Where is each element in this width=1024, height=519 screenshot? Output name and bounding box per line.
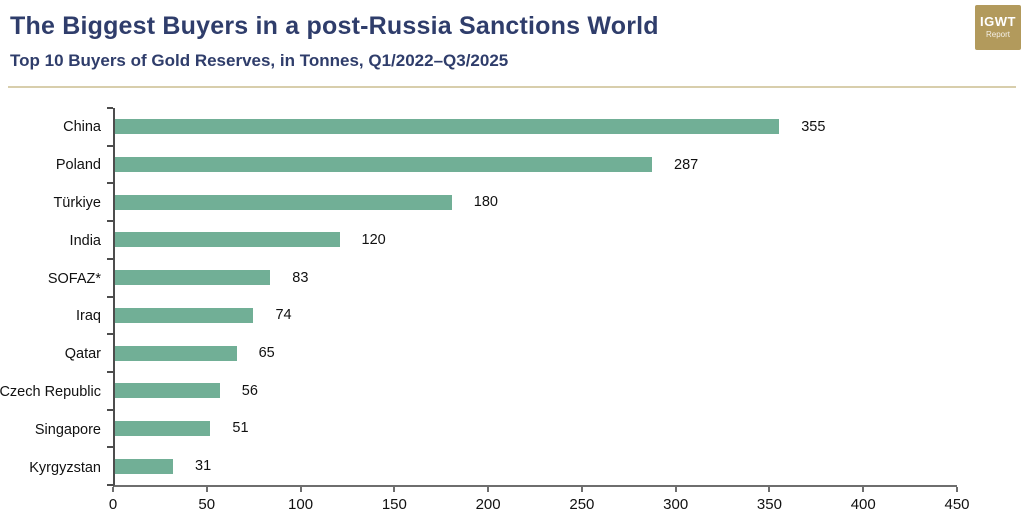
x-axis-tick [768, 487, 771, 492]
x-axis-tick [674, 487, 677, 492]
x-axis-tick-label: 300 [663, 496, 689, 513]
x-axis-tick-label: 350 [756, 496, 782, 513]
value-label: 31 [195, 458, 212, 475]
category-label: Qatar [64, 346, 101, 363]
value-label: 74 [275, 307, 292, 324]
bar-row: 65 [115, 334, 957, 372]
category-label: Poland [55, 156, 101, 173]
x-axis-tick-label: 0 [108, 496, 118, 513]
logo-text-report: Report [985, 30, 1010, 40]
bar-row: 180 [115, 183, 957, 221]
x-axis-tick [393, 487, 396, 492]
x-axis-tick-label: 150 [381, 496, 407, 513]
x-axis-tick-label: 450 [944, 496, 970, 513]
y-axis-tick [107, 257, 113, 260]
y-axis-tick [107, 484, 113, 486]
bar-chart: China Poland Türkiye India SOFAZ* Iraq Qatar Cz… [0, 107, 1024, 513]
chart-subtitle: Top 10 Buyers of Gold Reserves, in Tonne… [10, 50, 509, 70]
value-label: 355 [801, 118, 826, 135]
igwt-report-logo: IGWT Report [975, 5, 1021, 50]
value-label: 65 [258, 345, 275, 362]
category-label: Singapore [34, 422, 101, 439]
bar-row: 56 [115, 372, 957, 410]
bar-india [115, 232, 340, 248]
category-label: Czech Republic [0, 384, 101, 401]
x-axis-tick-label: 100 [288, 496, 314, 513]
category-label: Iraq [76, 308, 101, 325]
bar-singapore [115, 420, 211, 436]
x-axis-tick-label: 250 [569, 496, 595, 513]
header: The Biggest Buyers in a post-Russia Sanc… [10, 12, 1014, 71]
y-axis-tick [107, 220, 113, 223]
header-divider [8, 86, 1016, 88]
x-axis-tick-label: 200 [475, 496, 501, 513]
x-axis-tick [580, 487, 583, 492]
value-label: 287 [674, 156, 699, 173]
value-label: 180 [473, 194, 498, 211]
x-axis-tick [205, 487, 208, 492]
y-axis-tick [107, 370, 113, 373]
x-axis-tick-label: 400 [850, 496, 876, 513]
category-label: India [69, 232, 101, 249]
y-axis-tick [107, 446, 113, 449]
plot-area: 355 287 180 120 83 74 65 56 51 31 [107, 107, 957, 487]
value-label: 51 [232, 420, 249, 437]
bar-row: 83 [115, 259, 957, 297]
category-label: Türkiye [53, 194, 101, 211]
x-axis-tick [487, 487, 490, 492]
x-axis-tick-label: 50 [198, 496, 216, 513]
y-axis-tick [107, 333, 113, 336]
x-axis-tick [112, 487, 114, 492]
value-label: 56 [241, 382, 258, 399]
bar-t-rkiye [115, 194, 452, 210]
x-axis-tick [862, 487, 865, 492]
bar-czech-republic [115, 383, 220, 399]
logo-text-igwt: IGWT [980, 14, 1016, 30]
value-axis: 0 50 100 150 200 250 300 350 400 450 [109, 487, 970, 519]
y-axis-tick [107, 408, 113, 411]
bar-poland [115, 157, 652, 173]
bar-iraq [115, 307, 254, 323]
bar-row: 51 [115, 410, 957, 448]
value-label: 83 [292, 269, 309, 286]
x-axis-tick [956, 487, 958, 492]
value-label: 120 [361, 231, 386, 248]
category-axis-labels: China Poland Türkiye India SOFAZ* Iraq Qatar Cz… [0, 108, 101, 487]
y-axis-tick [107, 295, 113, 298]
bar-row: 287 [115, 146, 957, 184]
bar-kyrgyzstan [115, 458, 173, 474]
y-axis-tick [107, 107, 113, 109]
x-axis-tick [299, 487, 302, 492]
bar-row: 120 [115, 221, 957, 259]
chart-title: The Biggest Buyers in a post-Russia Sanc… [10, 12, 659, 40]
category-label: China [63, 118, 101, 135]
y-axis-tick [107, 182, 113, 185]
bar-sofaz- [115, 270, 271, 286]
bar-row: 355 [115, 108, 957, 146]
bar-china [115, 119, 780, 135]
bar-qatar [115, 345, 237, 361]
category-label: Kyrgyzstan [29, 460, 101, 477]
bar-row: 74 [115, 297, 957, 335]
category-label: SOFAZ* [47, 270, 101, 287]
bar-row: 31 [115, 447, 957, 485]
y-axis-tick [107, 144, 113, 147]
